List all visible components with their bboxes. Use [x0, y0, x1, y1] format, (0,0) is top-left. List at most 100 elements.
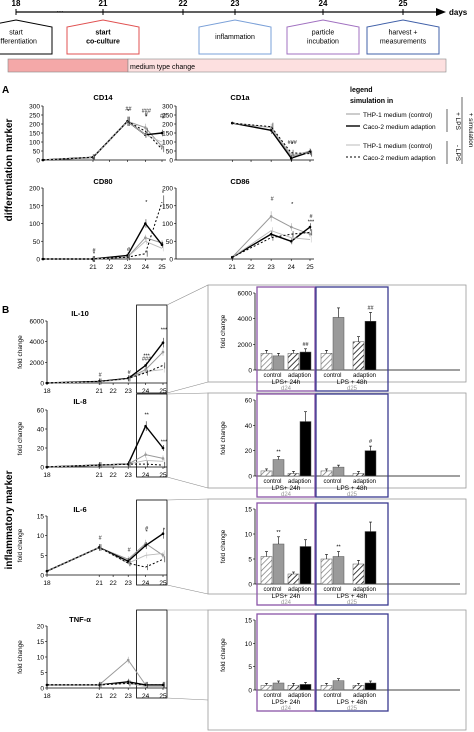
bar [299, 421, 312, 477]
y-tick-label: 300 [29, 104, 40, 111]
bar [287, 353, 300, 371]
y-tick-label: 5 [40, 553, 44, 560]
category-label: control [323, 373, 341, 379]
connector-line [166, 697, 209, 701]
y-tick-label: 15 [245, 507, 253, 514]
line-chart-panel: 0 5 10 15 20 18 21 22 23 24 25 TNF-α fold change [17, 609, 168, 700]
category-label: adaption [288, 587, 311, 593]
category-label: control [263, 479, 281, 485]
data-point [230, 121, 234, 125]
significance-mark: ## [160, 114, 167, 120]
bar [332, 680, 345, 691]
y-tick-label: 15 [37, 639, 45, 646]
y-tick-label: 10 [245, 532, 253, 539]
x-tick-label: 22 [110, 580, 118, 587]
significance-mark: * [93, 251, 96, 257]
category-label: adaption [288, 693, 311, 699]
y-tick-label: 100 [29, 140, 40, 147]
data-point [269, 129, 273, 132]
x-tick-label: 21 [96, 580, 104, 587]
significance-mark: * [162, 191, 165, 197]
bar [364, 531, 377, 585]
stage-label: co-culture [86, 39, 120, 46]
stage-box [66, 19, 140, 55]
legend-item: THP-1 medium (control) [363, 112, 432, 119]
significance-mark: # [369, 439, 373, 445]
series-line [46, 369, 164, 384]
chart-title: IL-8 [73, 397, 86, 406]
timeline-arrow-icon [436, 8, 446, 16]
significance-mark: *** [308, 220, 315, 226]
x-tick-label: 22 [110, 693, 118, 700]
data-point [161, 532, 165, 535]
data-point [144, 544, 147, 547]
section-label-b: inflammatory marker [4, 470, 15, 569]
significance-mark: ** [276, 450, 281, 456]
medium-bar-before [7, 58, 129, 73]
significance-mark: # [128, 547, 132, 553]
significance-mark: * [145, 200, 148, 206]
stage-label: harvest + [389, 30, 418, 37]
y-tick-label: 10 [37, 655, 45, 662]
y-tick-label: 2000 [30, 360, 45, 367]
x-tick-label: 23 [125, 580, 133, 587]
y-tick-label: 200 [29, 122, 40, 129]
data-point [160, 243, 164, 247]
significance-mark: * [291, 142, 294, 148]
y-tick-label: 50 [166, 239, 174, 246]
category-label: adaption [288, 373, 311, 379]
y-tick-label: 0 [248, 474, 252, 481]
significance-mark: ## [302, 342, 309, 348]
stage-label: inflammation [215, 34, 255, 41]
y-tick-label: 200 [162, 186, 173, 193]
x-tick-label: 18 [43, 472, 51, 479]
bar [364, 450, 377, 477]
stage-box [366, 19, 440, 55]
significance-mark: # [127, 247, 131, 253]
x-tick-label: 22 [110, 472, 118, 479]
line-chart-panel: 0 2000 4000 6000 18 21 22 23 24 25 IL-10 fold chang… [17, 304, 168, 395]
section-label-a: differentiation marker [4, 118, 15, 221]
timeline-day-label: 25 [399, 0, 408, 8]
y-tick-label: 5 [40, 670, 44, 677]
bar [332, 317, 345, 371]
connector-line [166, 381, 209, 394]
bar [272, 682, 285, 691]
data-point [144, 222, 147, 225]
y-tick-label: 0 [36, 158, 40, 165]
series-line [47, 682, 163, 686]
bar [272, 543, 285, 585]
bar [352, 473, 365, 477]
x-tick-label: 21 [96, 388, 104, 395]
y-tick-label: 200 [162, 122, 173, 129]
y-tick-label: 60 [245, 398, 253, 405]
y-tick-label: 0 [40, 686, 44, 693]
connector-line [166, 476, 209, 489]
bar [320, 353, 333, 371]
significance-mark: * [291, 202, 294, 208]
data-point [144, 368, 147, 371]
group-day-label: d25 [347, 706, 358, 712]
y-tick-label: 0 [36, 257, 40, 264]
stage-box [0, 19, 53, 55]
y-tick-label: 15 [37, 514, 45, 521]
data-point [144, 424, 147, 428]
group-label: LPS + 48h [337, 593, 368, 600]
section-letter-a: A [2, 85, 9, 96]
y-tick-label: 10 [245, 641, 253, 648]
bar [287, 473, 300, 477]
y-tick-label: 300 [162, 104, 173, 111]
timeline-day-label: 23 [231, 0, 240, 8]
x-tick-label: 25 [306, 264, 314, 271]
x-tick-label: 24 [142, 693, 150, 700]
group-label: LPS+ 24h [272, 699, 301, 706]
group-day-label: d25 [347, 600, 358, 606]
highlight-box [136, 304, 168, 394]
connector-line [166, 284, 209, 306]
bar [260, 556, 273, 585]
significance-mark: *** [161, 327, 168, 333]
